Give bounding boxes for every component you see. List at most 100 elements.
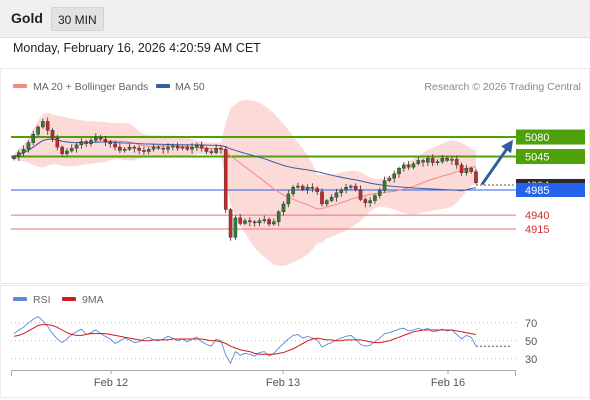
candle-body xyxy=(421,160,425,163)
candle-body xyxy=(329,197,334,201)
candle-body xyxy=(103,139,108,142)
candle-body xyxy=(243,220,247,224)
resistance-label-5045: 5045 xyxy=(525,152,549,164)
ma50-legend-label: MA 50 xyxy=(175,81,205,93)
candle-body xyxy=(74,144,79,149)
candle-body xyxy=(79,141,84,146)
candle-body xyxy=(474,171,478,183)
candle-body xyxy=(55,137,60,148)
x-tick-label-feb-16: Feb 16 xyxy=(431,377,465,389)
candle-body xyxy=(344,187,348,191)
candle-body xyxy=(137,147,141,151)
pivot-label-4985: 4985 xyxy=(525,185,549,197)
bollinger-legend-swatch xyxy=(13,84,27,88)
candle-body xyxy=(320,191,324,205)
candle-body xyxy=(180,146,185,149)
instrument-title: Gold xyxy=(11,10,43,26)
candle-body xyxy=(132,146,137,149)
candle-body xyxy=(402,164,406,169)
candle-body xyxy=(21,149,26,153)
resistance-label-box-5045 xyxy=(516,149,585,165)
candle-body xyxy=(464,168,469,173)
candle-body xyxy=(41,121,45,128)
candle-body xyxy=(161,147,165,150)
candle-body xyxy=(60,146,64,154)
candle-body xyxy=(108,141,113,144)
ma50-legend-swatch xyxy=(156,84,170,88)
bollinger-legend-label: MA 20 + Bollinger Bands xyxy=(33,81,148,93)
candle-body xyxy=(286,193,291,205)
datetime-label: Monday, February 16, 2026 4:20:59 AM CET xyxy=(13,41,261,55)
candle-body xyxy=(310,187,315,189)
candle-body xyxy=(358,189,363,200)
candle-body xyxy=(363,199,368,204)
candle-body xyxy=(31,134,36,143)
rsi-tick-50: 50 xyxy=(525,336,537,348)
candle-body xyxy=(195,144,199,148)
candle-body xyxy=(325,200,329,205)
candle-body xyxy=(65,150,69,154)
forecast-arrow-head xyxy=(501,139,513,154)
candle-body xyxy=(36,126,40,135)
candle-body xyxy=(450,159,454,161)
candle-body xyxy=(219,147,223,150)
candle-body xyxy=(272,221,276,225)
candle-body xyxy=(426,158,430,163)
candle-body xyxy=(262,219,267,221)
candle-body xyxy=(430,158,435,163)
candle-body xyxy=(416,160,421,164)
candle-body xyxy=(267,219,271,225)
candle-body xyxy=(296,185,300,188)
candle-body xyxy=(185,146,190,150)
x-axis-labels: Feb 12 Feb 13 Feb 16 xyxy=(94,370,465,389)
rsi-legend-swatch xyxy=(13,297,27,301)
support-label-4940: 4940 xyxy=(525,210,549,222)
candle-body xyxy=(199,144,204,149)
timeframe-button[interactable]: 30 MIN xyxy=(51,7,104,31)
candle-body xyxy=(98,136,103,140)
forecast-arrow xyxy=(480,139,513,186)
candle-body xyxy=(156,146,161,149)
candle-body xyxy=(373,195,377,201)
candle-body xyxy=(204,147,209,152)
candle-body xyxy=(392,173,396,179)
candle-body xyxy=(94,136,98,141)
price-level-labels: 508050454994498549404915 xyxy=(516,129,585,236)
x-tick-label-feb-13: Feb 13 xyxy=(266,377,300,389)
ma9-legend-label: 9MA xyxy=(82,294,104,306)
candle-body xyxy=(17,152,21,157)
forecast-arrow-shaft xyxy=(480,144,511,186)
candle-body xyxy=(397,168,401,175)
candle-body xyxy=(209,151,214,153)
pivot-label-box-4985 xyxy=(516,183,585,197)
candle-body xyxy=(469,168,473,172)
rsi-legend-label: RSI xyxy=(33,294,51,306)
candle-body xyxy=(252,221,257,224)
candle-body xyxy=(214,147,218,153)
candle-body xyxy=(146,149,151,152)
candle-body xyxy=(315,188,319,192)
candle-body xyxy=(118,146,122,151)
candle-body xyxy=(171,145,175,148)
candle-body xyxy=(233,217,238,238)
candle-body xyxy=(228,209,233,238)
candle-body xyxy=(69,147,74,152)
candle-body xyxy=(281,203,286,212)
candle-body xyxy=(368,200,372,204)
candle-body xyxy=(50,130,55,139)
candle-body xyxy=(406,164,411,168)
candle-body xyxy=(84,141,88,144)
candle-body xyxy=(113,143,117,148)
candlesticks xyxy=(12,117,478,241)
rsi-indicator: 70 50 30 xyxy=(11,315,537,366)
rsi-tick-70: 70 xyxy=(525,318,537,330)
bollinger-bands xyxy=(14,100,476,266)
candle-body xyxy=(238,217,242,224)
candle-body xyxy=(12,156,16,159)
candle-body xyxy=(142,150,146,152)
ma9-legend-swatch xyxy=(62,297,76,301)
rsi-tick-30: 30 xyxy=(525,354,537,366)
support-label-4915: 4915 xyxy=(525,224,549,236)
candle-body xyxy=(127,146,132,150)
